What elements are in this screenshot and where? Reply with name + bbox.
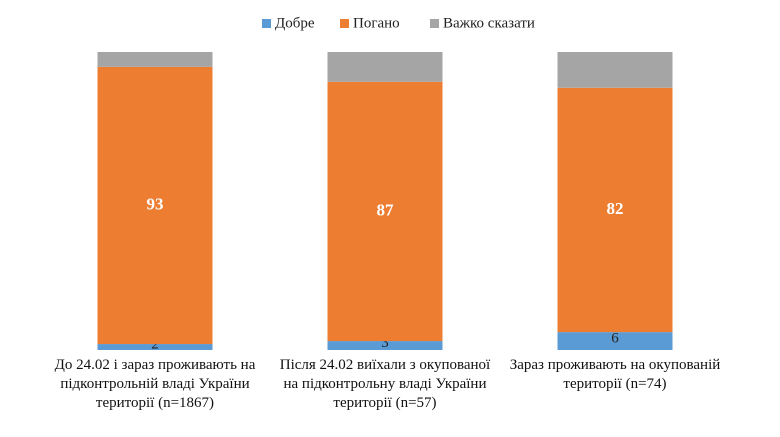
- legend-label: Погано: [353, 15, 400, 31]
- bar-segment: [97, 52, 213, 67]
- x-tick-label: Зараз проживають на окупованій території…: [509, 357, 721, 392]
- bar-segment: [97, 66, 213, 345]
- x-tick-label: Після 24.02 виїхали з окупованої на підк…: [279, 357, 491, 411]
- data-label: 82: [607, 199, 624, 218]
- data-label: 93: [147, 194, 164, 213]
- data-label: 2: [151, 336, 159, 352]
- data-label: 6: [611, 330, 619, 346]
- bar-segment: [557, 52, 673, 88]
- bar-segment: [327, 52, 443, 82]
- bar-segment: [327, 81, 443, 342]
- bar-segment: [557, 87, 673, 333]
- legend-label: Важко сказати: [443, 15, 535, 31]
- legend-swatch: [262, 19, 271, 28]
- x-tick-label: До 24.02 і зараз проживають на підконтро…: [54, 357, 256, 411]
- legend-label: Добре: [275, 15, 315, 31]
- bar-segment: [97, 344, 213, 350]
- data-label: 3: [381, 335, 389, 351]
- data-label: 87: [377, 200, 395, 219]
- bar-segment: [327, 341, 443, 350]
- legend-swatch: [430, 19, 439, 28]
- bar-segment: [557, 332, 673, 350]
- legend-swatch: [340, 19, 349, 28]
